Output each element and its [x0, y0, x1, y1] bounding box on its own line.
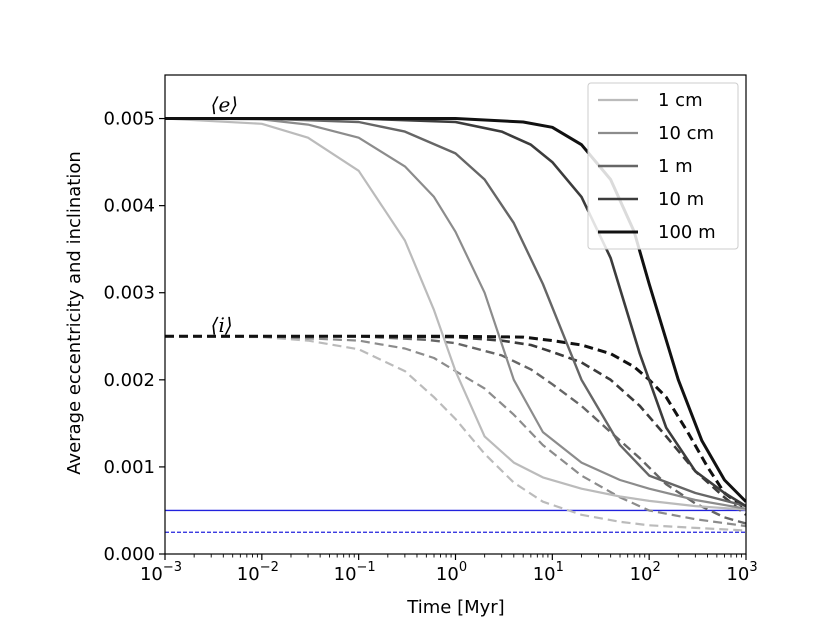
annotation-label-0: ⟨e⟩ — [211, 92, 238, 116]
legend-label: 1 m — [658, 156, 693, 177]
legend-label: 100 m — [658, 222, 716, 243]
series-inclination-line-4 — [165, 334, 746, 510]
series-inclination-line-2 — [165, 335, 746, 525]
y-tick-label: 0.004 — [103, 196, 155, 217]
series-inclination-line-1 — [165, 335, 746, 528]
annotation-label-1: ⟨i⟩ — [211, 313, 233, 337]
y-tick-label: 0.002 — [103, 370, 155, 391]
legend-label: 1 cm — [658, 90, 703, 111]
x-axis-label: Time [Myr] — [406, 597, 504, 618]
y-tick-label: 0.003 — [103, 283, 155, 304]
x-tick-label: 100 — [436, 560, 467, 585]
y-tick-label: 0.005 — [103, 109, 155, 130]
legend-box — [587, 82, 739, 250]
series-eccentricity-line-1 — [165, 117, 746, 510]
x-tick-label: 103 — [726, 560, 757, 585]
series-inclination-line-0 — [165, 335, 746, 532]
legend-label: 10 m — [658, 189, 704, 210]
legend: 1 cm 10 cm 1 m 10 m 100 m — [587, 82, 739, 250]
series-eccentricity-line-2 — [165, 117, 746, 508]
axes: 0.000 0.001 0.002 0.003 0.004 0.005 10−3 10−2 10… — [103, 74, 758, 585]
series-eccentricity-line-3 — [165, 117, 746, 508]
series-inclination-line-3 — [165, 335, 746, 516]
y-tick-label: 0.001 — [103, 457, 155, 478]
x-tick-label: 101 — [533, 560, 564, 585]
x-tick-label: 10−3 — [140, 560, 182, 585]
legend-label: 10 cm — [658, 123, 714, 144]
y-tick-label: 0.000 — [103, 544, 155, 565]
y-axis-label: Average eccentricity and inclination — [64, 151, 85, 475]
x-tick-label: 10−1 — [334, 560, 376, 585]
series-eccentricity-line-0 — [165, 117, 746, 511]
x-tick-label: 102 — [630, 560, 661, 585]
x-tick-label: 10−2 — [237, 560, 279, 585]
